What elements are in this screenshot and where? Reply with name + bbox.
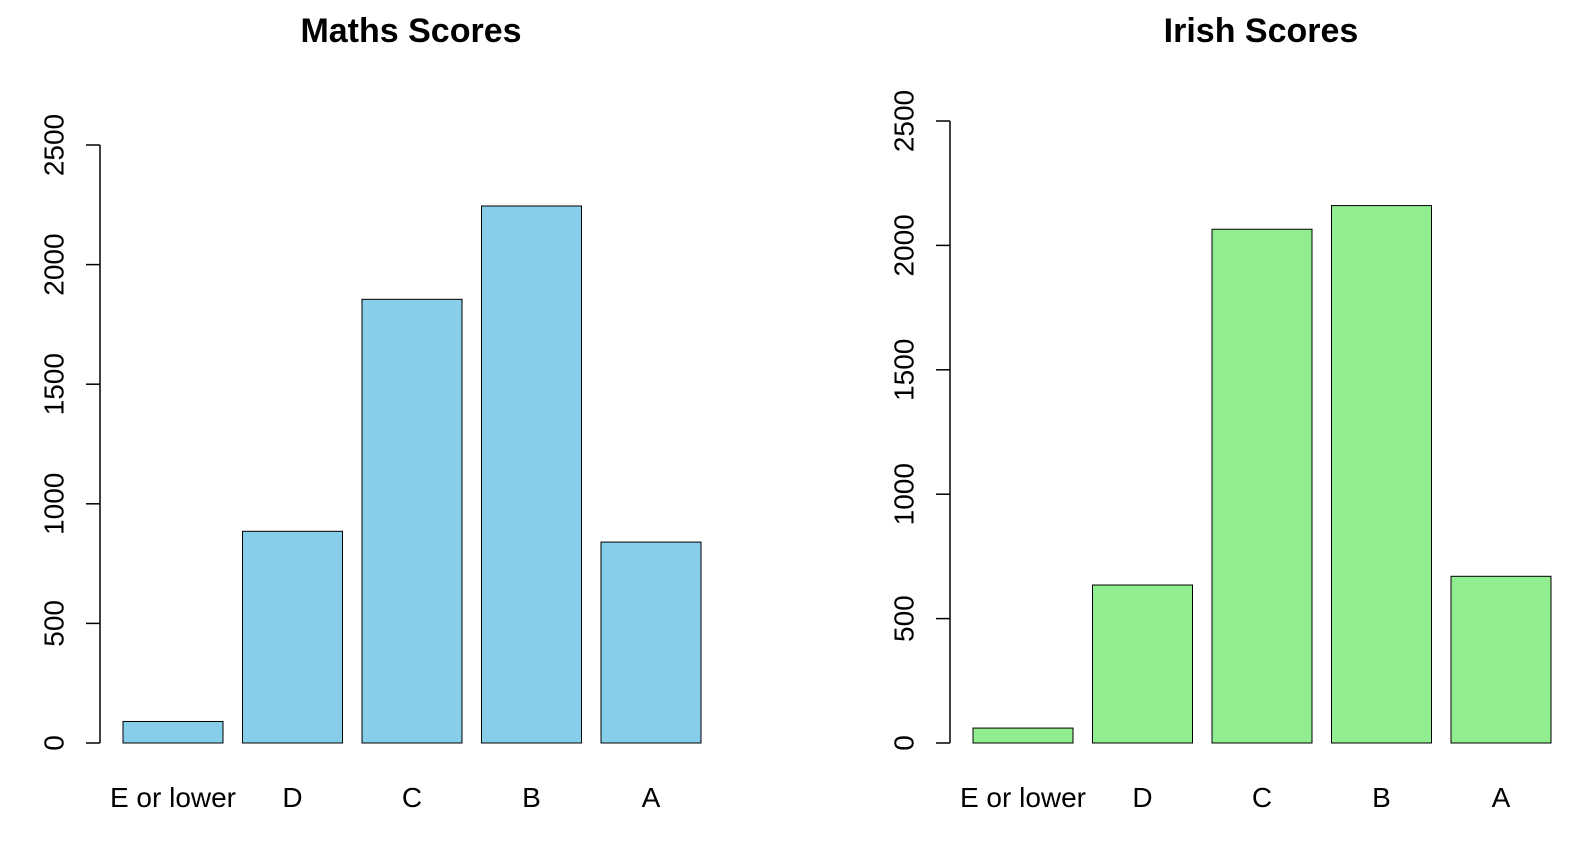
y-tick-label: 0 [38,735,69,751]
bar-c [1211,228,1313,744]
chart-title: Maths Scores [300,12,521,50]
x-category-label: B [522,782,541,813]
y-tick-label: 2500 [38,114,69,176]
bar-a [1450,575,1552,744]
bar-d [242,530,343,744]
y-axis-ticks: 0 500 1000 1500 2000 2500 [888,90,950,751]
bar-e-or-lower [972,727,1074,744]
y-tick-label: 2000 [888,214,919,276]
y-tick-label: 2000 [38,233,69,295]
x-category-label: E or lower [110,782,236,813]
y-tick-label: 1000 [38,473,69,535]
bar-c [361,298,463,744]
y-tick-label: 500 [38,600,69,647]
bar-b [481,205,582,744]
x-category-label: A [1492,782,1511,813]
y-tick-label: 500 [888,595,919,642]
x-category-label: C [402,782,422,813]
y-tick-label: 1500 [888,339,919,401]
y-tick-label: 2500 [888,90,919,152]
x-category-labels: E or lower D C B A [960,782,1511,813]
maths-chart-panel: Maths Scores 0 500 1000 1500 2000 2500 E or l… [38,12,702,813]
y-tick-label: 1500 [38,353,69,415]
y-tick-label: 1000 [888,463,919,525]
bar-d [1092,584,1193,744]
x-category-label: D [282,782,302,813]
x-category-label: D [1132,782,1152,813]
bar-group [122,205,702,744]
x-category-label: A [642,782,661,813]
bar-group [972,205,1552,744]
x-category-labels: E or lower D C B A [110,782,661,813]
y-axis-ticks: 0 500 1000 1500 2000 2500 [38,114,100,751]
x-category-label: C [1252,782,1272,813]
irish-chart-panel: Irish Scores 0 500 1000 1500 2000 2500 E or l… [888,12,1552,813]
bar-e-or-lower [122,720,224,744]
chart-title: Irish Scores [1164,12,1359,50]
y-tick-label: 0 [888,735,919,751]
bar-b [1331,205,1432,744]
bar-a [600,541,702,744]
x-category-label: E or lower [960,782,1086,813]
x-category-label: B [1372,782,1391,813]
